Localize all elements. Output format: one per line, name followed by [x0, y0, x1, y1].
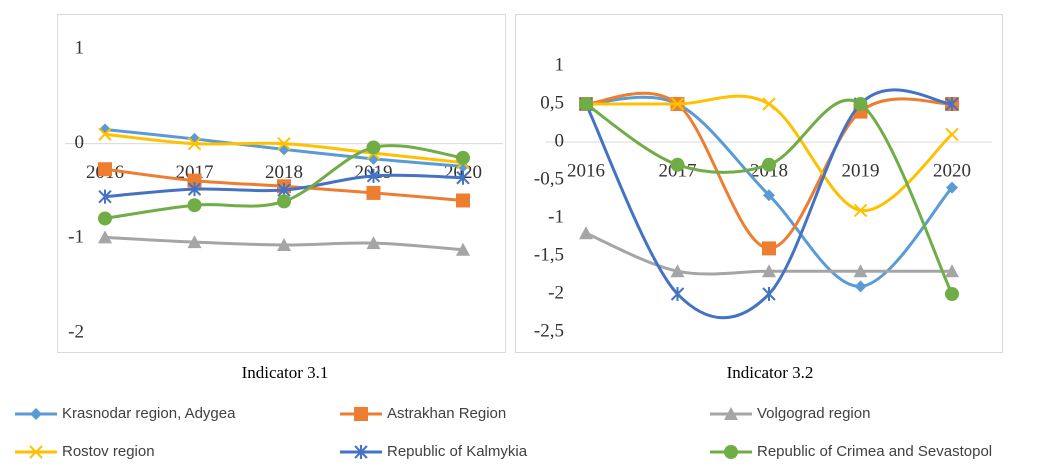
x-tick-label: 2019	[842, 160, 880, 181]
marker	[366, 185, 381, 200]
chart-title: Indicator 3.2	[727, 363, 814, 382]
marker	[456, 193, 470, 208]
legend-item: Rostov region	[15, 443, 155, 460]
legend-marker	[724, 445, 738, 459]
marker	[187, 173, 202, 188]
series: Republic of Kalmykia	[98, 168, 470, 204]
legend-label: Republic of Kalmykia	[387, 443, 528, 460]
marker	[670, 157, 685, 172]
series: Rostov region	[98, 127, 470, 170]
marker	[366, 236, 381, 250]
marker	[762, 287, 776, 301]
marker	[187, 235, 202, 249]
marker	[579, 226, 593, 240]
y-tick-label: -2	[68, 321, 84, 342]
legend-marker	[724, 407, 738, 420]
legend-marker	[30, 408, 42, 420]
chart-title: Indicator 3.1	[242, 363, 329, 382]
x-tick-label: 2018	[265, 162, 303, 183]
marker	[945, 287, 959, 301]
y-tick-label: 0	[75, 132, 85, 153]
marker	[277, 194, 291, 209]
x-tick-label: 2020	[933, 160, 971, 181]
y-tick-label: -1	[548, 206, 564, 227]
legend-item: Republic of Kalmykia	[340, 443, 528, 460]
y-tick-label: 0	[555, 130, 565, 151]
series-line: Krasnodar region, Adygea	[585, 95, 954, 288]
y-tick-label: -1	[68, 227, 84, 248]
marker	[946, 181, 958, 194]
marker	[763, 189, 775, 202]
marker	[456, 242, 470, 256]
marker	[762, 97, 776, 111]
marker	[854, 280, 867, 293]
marker	[277, 136, 291, 151]
series: Krasnodar region, Adygea	[580, 95, 958, 293]
series-line: Rostov region	[585, 94, 953, 212]
marker	[98, 230, 112, 244]
legend-label: Republic of Crimea and Sevastopol	[757, 443, 992, 460]
marker	[98, 211, 112, 226]
y-tick-label: 0,5	[540, 92, 564, 113]
legend-marker	[354, 407, 368, 421]
series: Volgograd region	[98, 230, 470, 256]
legend-marker	[29, 445, 43, 459]
series-line: Republic of Crimea and Sevastopol	[585, 98, 954, 295]
marker	[277, 237, 291, 251]
marker	[853, 97, 868, 111]
legend-item: Volgograd region	[710, 405, 870, 422]
y-tick-label: 1	[555, 54, 565, 75]
marker	[456, 150, 470, 165]
legend-label: Rostov region	[62, 443, 155, 460]
x-tick-label: 2017	[176, 162, 214, 183]
marker	[762, 241, 776, 256]
legend-item: Republic of Crimea and Sevastopol	[710, 443, 992, 460]
marker	[187, 182, 202, 197]
y-tick-label: -2,5	[534, 320, 564, 341]
series-line: Republic of Kalmykia	[584, 88, 953, 320]
marker	[187, 136, 202, 151]
marker	[98, 162, 112, 177]
y-tick-label: -2	[548, 282, 564, 303]
chart-frame	[515, 14, 1003, 353]
marker	[945, 97, 959, 111]
legend-item: Astrakhan Region	[340, 405, 506, 422]
marker	[945, 264, 959, 278]
marker	[853, 264, 868, 278]
marker	[670, 97, 685, 111]
marker	[945, 127, 959, 142]
series: Republic of Kalmykia	[579, 88, 959, 320]
legend-item: Krasnodar region, Adygea	[15, 405, 236, 422]
y-tick-label: -0,5	[534, 168, 564, 189]
marker	[579, 97, 593, 111]
marker	[762, 157, 776, 172]
y-tick-label: -1,5	[534, 244, 564, 265]
marker	[187, 198, 202, 213]
marker	[366, 168, 381, 183]
marker	[98, 127, 112, 141]
marker	[98, 189, 112, 204]
series: Republic of Crimea and Sevastopol	[98, 140, 470, 226]
marker	[670, 287, 685, 301]
series: Republic of Crimea and Sevastopol	[579, 97, 959, 301]
legend-label: Krasnodar region, Adygea	[62, 405, 236, 422]
marker	[762, 264, 776, 278]
legend-label: Astrakhan Region	[387, 405, 506, 422]
marker	[853, 203, 868, 218]
marker	[366, 140, 381, 155]
chart-frame	[57, 14, 506, 353]
legend-label: Volgograd region	[757, 405, 870, 422]
x-tick-label: 2016	[567, 160, 605, 181]
series: Volgograd region	[579, 226, 959, 278]
marker	[670, 264, 685, 278]
y-tick-label: 1	[75, 37, 85, 58]
legend-marker	[354, 445, 368, 459]
marker	[456, 170, 470, 185]
